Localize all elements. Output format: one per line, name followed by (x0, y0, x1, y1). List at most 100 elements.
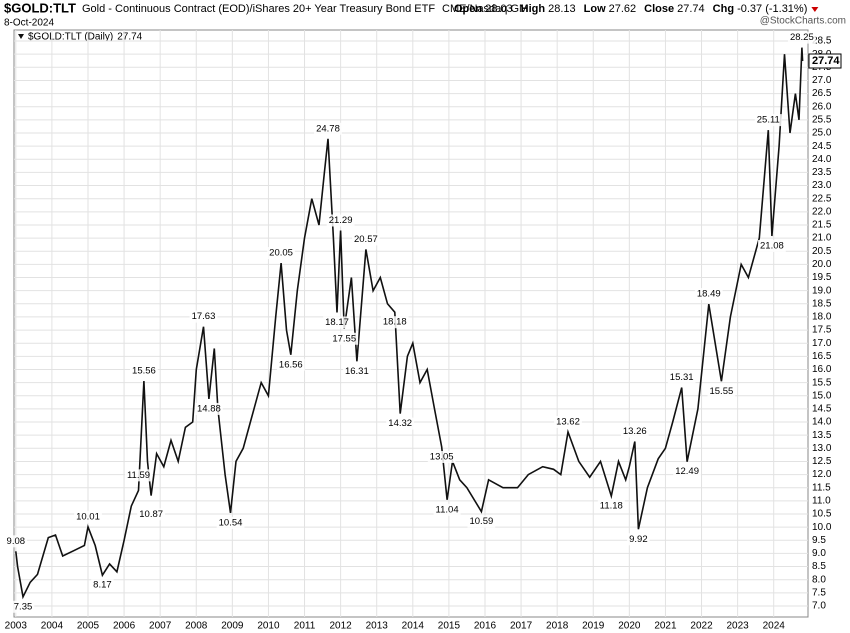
x-tick-label: 2014 (402, 621, 425, 632)
annotation-bg (386, 417, 415, 430)
annotation-bg (433, 503, 461, 516)
x-tick-label: 2007 (149, 621, 172, 632)
y-tick-label: 26.5 (812, 88, 832, 99)
y-tick-label: 28.5 (812, 36, 832, 47)
x-tick-label: 2011 (294, 621, 316, 632)
annotation-bg (380, 316, 409, 329)
price-annotation: 15.56 (132, 366, 156, 377)
annotation-bg (4, 535, 28, 548)
price-annotation: 15.55 (709, 386, 733, 397)
x-tick-label: 2021 (654, 621, 677, 632)
legend-value: 27.74 (117, 32, 142, 43)
x-tick-label: 2020 (618, 621, 641, 632)
price-box (808, 53, 842, 69)
price-annotation: 13.62 (556, 417, 580, 428)
price-annotation: 24.78 (316, 123, 340, 134)
y-tick-label: 18.0 (812, 312, 832, 323)
annotation-bg (427, 450, 456, 463)
price-annotation: 17.63 (192, 311, 216, 322)
price-line (15, 47, 804, 600)
annotation-bg (323, 316, 351, 329)
price-annotation: 21.29 (329, 215, 353, 226)
price-annotation: 11.18 (600, 501, 623, 512)
price-annotation: 21.08 (760, 241, 784, 252)
x-tick-label: 2018 (546, 621, 569, 632)
y-tick-label: 17.5 (812, 325, 832, 336)
y-tick-label: 15.0 (812, 390, 832, 401)
y-tick-label: 20.5 (812, 246, 832, 257)
y-tick-label: 7.0 (812, 601, 826, 612)
x-tick-label: 2003 (5, 621, 28, 632)
price-annotation: 9.08 (7, 536, 26, 547)
annotation-bg (189, 310, 218, 323)
annotation-bg (74, 510, 102, 523)
annotation-bg (91, 579, 114, 592)
description: Gold - Continuous Contract (EOD)/iShares… (82, 3, 435, 15)
exchange: CME/Nasdaq GM (442, 3, 528, 15)
price-annotation: 10.54 (219, 517, 243, 528)
quote-label: Low (584, 3, 606, 15)
annotation-bg (351, 233, 380, 246)
price-annotation: 11.59 (127, 470, 150, 481)
legend-label: $GOLD:TLT (Daily) (28, 32, 113, 43)
annotation-bg (787, 31, 816, 44)
legend-swatch (18, 34, 24, 39)
y-tick-label: 13.5 (812, 430, 832, 441)
legend: $GOLD:TLT (Daily) 27.74 (18, 32, 143, 43)
x-tick-label: 2012 (329, 621, 352, 632)
x-tick-label: 2016 (474, 621, 497, 632)
price-annotation: 10.01 (76, 511, 100, 522)
y-tick-label: 12.5 (812, 456, 832, 467)
price-annotation: 14.88 (197, 403, 221, 414)
quote-value: 28.03 (485, 3, 513, 15)
annotation-bg (330, 332, 359, 345)
price-annotation: 14.32 (388, 418, 412, 429)
price-annotation: 9.92 (629, 534, 648, 545)
price-annotation: 15.31 (670, 372, 694, 383)
annotation-bg (314, 122, 342, 135)
y-tick-label: 24.0 (812, 154, 832, 165)
annotation-bg (326, 214, 355, 227)
price-annotation: 25.11 (757, 115, 780, 126)
price-annotation: 12.49 (675, 466, 699, 477)
x-tick-label: 2006 (113, 621, 136, 632)
y-tick-label: 9.5 (812, 535, 826, 546)
quote-label: Open (454, 3, 482, 15)
price-box-label: 27.74 (812, 55, 840, 67)
y-tick-label: 13.0 (812, 443, 832, 454)
y-tick-label: 27.0 (812, 75, 832, 86)
annotation-bg (554, 416, 582, 429)
price-annotation: 10.59 (469, 516, 493, 527)
price-annotation: 20.57 (354, 234, 378, 245)
y-tick-label: 7.5 (812, 587, 826, 598)
annotation-bg (620, 425, 649, 438)
x-tick-label: 2008 (185, 621, 208, 632)
price-annotation: 7.35 (14, 601, 33, 612)
y-tick-label: 16.5 (812, 351, 832, 362)
price-annotation: 28.25 (790, 32, 814, 43)
price-annotation: 13.05 (430, 452, 454, 463)
annotation-bg (137, 508, 166, 521)
annotation-bg (667, 371, 696, 384)
x-tick-label: 2022 (690, 621, 713, 632)
y-tick-label: 21.5 (812, 220, 832, 231)
x-tick-label: 2024 (763, 621, 786, 632)
price-annotation: 18.18 (383, 317, 407, 328)
x-tick-label: 2017 (510, 621, 533, 632)
y-tick-label: 24.5 (812, 141, 832, 152)
price-annotation: 17.55 (332, 333, 356, 344)
y-tick-label: 18.5 (812, 298, 832, 309)
x-tick-label: 2015 (438, 621, 461, 632)
symbol: $GOLD:TLT (4, 0, 76, 15)
down-arrow (811, 7, 819, 12)
quote-value: 28.13 (548, 3, 576, 15)
annotation-bg (467, 515, 496, 528)
y-tick-label: 20.0 (812, 259, 832, 270)
annotation-bg (694, 288, 723, 301)
quote-value: 27.62 (609, 3, 637, 15)
y-tick-label: 19.5 (812, 272, 832, 283)
annotation-bg (754, 114, 782, 127)
price-annotation: 16.56 (279, 359, 303, 370)
price-annotation: 13.26 (623, 426, 647, 437)
